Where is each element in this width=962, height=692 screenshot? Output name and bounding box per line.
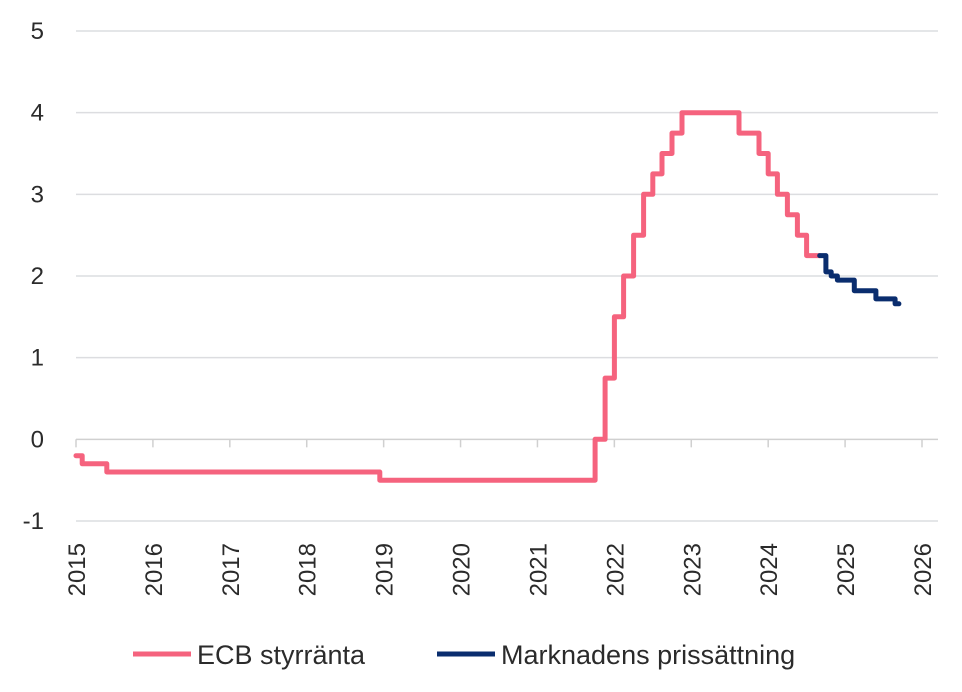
x-tick-label: 2017 — [218, 543, 245, 596]
y-tick-label: 3 — [31, 181, 44, 208]
x-tick-label: 2024 — [756, 543, 783, 596]
x-tick-label: 2020 — [449, 543, 476, 596]
y-tick-label: 5 — [31, 18, 44, 45]
x-tick-label: 2022 — [602, 543, 629, 596]
y-tick-label: -1 — [23, 508, 44, 535]
x-tick-label: 2026 — [910, 543, 937, 596]
x-tick-label: 2021 — [525, 543, 552, 596]
y-tick-label: 4 — [31, 100, 44, 127]
y-tick-label: 0 — [31, 426, 44, 453]
x-tick-label: 2018 — [295, 543, 322, 596]
y-tick-label: 1 — [31, 345, 44, 372]
x-axis-tick-labels: 2015 2016 2017 2018 2019 2020 2021 2022 2023 2024… — [64, 543, 937, 596]
x-tick-label: 2015 — [64, 543, 91, 596]
x-tick-label: 2019 — [372, 543, 399, 596]
series-line-market — [817, 253, 902, 307]
x-tick-label: 2016 — [141, 543, 168, 596]
x-tick-label: 2025 — [833, 543, 860, 596]
gridlines — [75, 30, 938, 522]
y-tick-label: 2 — [31, 263, 44, 290]
legend-label-market: Marknadens prissättning — [501, 640, 795, 670]
legend-label-ecb: ECB styrränta — [197, 640, 366, 670]
series-line-ecb — [73, 110, 823, 483]
x-tick-label: 2023 — [679, 543, 706, 596]
series-lines — [73, 110, 902, 483]
y-axis-tick-labels: -1 0 1 2 3 4 5 — [23, 18, 44, 535]
legend: ECB styrränta Marknadens prissättning — [133, 640, 795, 670]
